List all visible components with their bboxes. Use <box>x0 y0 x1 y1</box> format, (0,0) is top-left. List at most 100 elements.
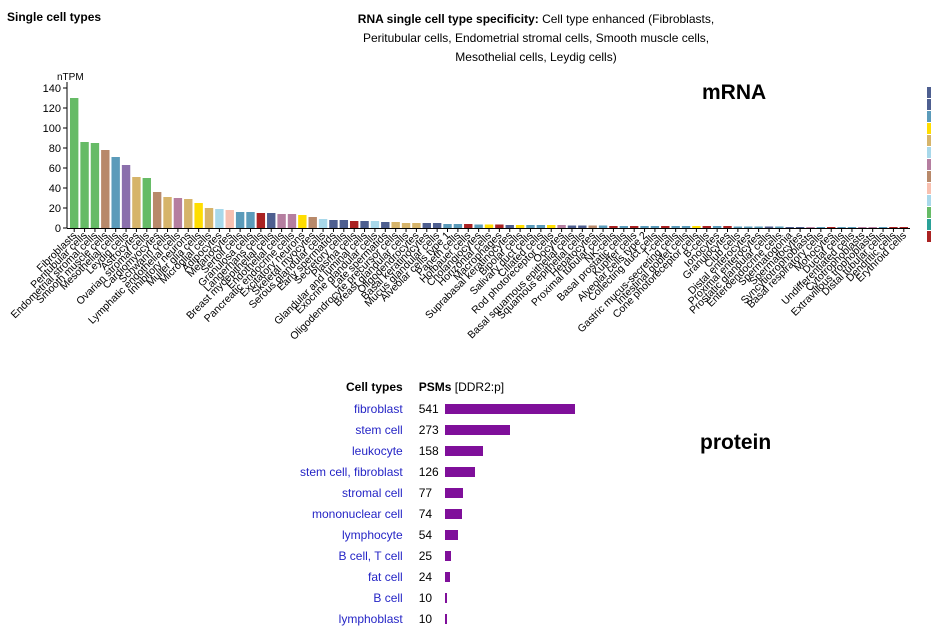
bar[interactable] <box>598 225 608 229</box>
bar[interactable] <box>246 212 255 228</box>
protein-cell-type-link[interactable]: mononuclear cell <box>311 506 403 521</box>
bar[interactable] <box>111 157 120 228</box>
bar[interactable] <box>381 222 390 228</box>
bar[interactable] <box>578 225 587 229</box>
bar[interactable] <box>858 227 867 228</box>
bar[interactable] <box>235 212 245 228</box>
bar[interactable] <box>847 227 857 228</box>
bar[interactable] <box>495 224 504 229</box>
bar[interactable] <box>308 217 317 228</box>
bar[interactable] <box>443 224 452 228</box>
protein-cell-type-link[interactable]: stem cell, fibroblast <box>300 464 403 479</box>
bar[interactable] <box>650 226 660 228</box>
bar[interactable] <box>142 178 151 228</box>
bar[interactable] <box>526 225 535 228</box>
bar[interactable] <box>661 226 670 228</box>
bar[interactable] <box>816 227 826 228</box>
bar[interactable] <box>215 209 224 228</box>
bar[interactable] <box>629 226 639 228</box>
bar[interactable] <box>474 224 483 229</box>
bar[interactable] <box>225 210 234 228</box>
bar[interactable] <box>567 225 577 229</box>
bar[interactable] <box>764 226 774 229</box>
bar[interactable] <box>70 98 79 228</box>
bar[interactable] <box>806 227 815 228</box>
bar[interactable] <box>609 226 618 228</box>
bar[interactable] <box>723 226 732 228</box>
bar[interactable] <box>277 214 286 228</box>
bar[interactable] <box>547 225 556 228</box>
bar[interactable] <box>339 220 349 228</box>
bar[interactable] <box>464 224 473 228</box>
protein-cell-type-link[interactable]: stem cell <box>355 422 403 437</box>
y-tick-label: 100 <box>43 123 61 135</box>
bar[interactable] <box>370 221 380 228</box>
bar[interactable] <box>184 199 193 228</box>
protein-cell-type-link[interactable]: B cell, T cell <box>338 548 403 563</box>
protein-cell-type-link[interactable]: lymphocyte <box>342 527 403 542</box>
bar[interactable] <box>173 198 183 228</box>
bar[interactable] <box>837 227 846 228</box>
protein-row: leukocyte 158 <box>300 440 585 461</box>
bar[interactable] <box>121 165 131 228</box>
bar[interactable] <box>536 225 546 228</box>
protein-bar <box>444 550 451 561</box>
bar[interactable] <box>619 226 629 228</box>
bar[interactable] <box>90 143 100 228</box>
protein-row: stem cell, fibroblast 126 <box>300 461 585 482</box>
bar[interactable] <box>101 150 110 228</box>
bar[interactable] <box>899 227 908 228</box>
protein-cell-type-link[interactable]: stromal cell <box>342 485 403 500</box>
bar[interactable] <box>267 213 276 228</box>
bar[interactable] <box>360 221 369 228</box>
bar[interactable] <box>754 226 763 229</box>
bar[interactable] <box>671 226 680 228</box>
bar[interactable] <box>287 214 297 228</box>
bar[interactable] <box>827 227 836 228</box>
bar[interactable] <box>132 177 141 228</box>
bar[interactable] <box>80 142 89 228</box>
bar[interactable] <box>194 203 203 228</box>
bar[interactable] <box>318 219 328 228</box>
bar[interactable] <box>204 208 214 228</box>
bar[interactable] <box>889 227 898 228</box>
protein-cell-type-link[interactable]: leukocyte <box>352 443 403 458</box>
bar[interactable] <box>484 224 494 229</box>
bar[interactable] <box>515 225 525 228</box>
bar[interactable] <box>505 225 514 228</box>
cell-types-header: Cell types <box>346 380 403 394</box>
bar[interactable] <box>744 226 753 229</box>
protein-cell-type-link[interactable]: B cell <box>373 590 403 605</box>
bar[interactable] <box>681 226 691 228</box>
bar[interactable] <box>298 215 307 228</box>
protein-bar <box>444 571 451 582</box>
protein-cell-type-link[interactable]: lymphoblast <box>338 611 403 626</box>
bar[interactable] <box>422 223 431 228</box>
protein-cell-type-link[interactable]: fibroblast <box>354 401 403 416</box>
bar[interactable] <box>163 197 172 228</box>
bar[interactable] <box>432 223 442 228</box>
bar[interactable] <box>733 226 743 229</box>
bar[interactable] <box>785 227 794 228</box>
bar[interactable] <box>453 224 463 228</box>
bar[interactable] <box>588 225 597 229</box>
bar[interactable] <box>557 225 566 228</box>
bar[interactable] <box>878 227 888 228</box>
bar[interactable] <box>391 222 400 228</box>
bar[interactable] <box>349 221 359 228</box>
bar[interactable] <box>775 226 784 229</box>
bar[interactable] <box>795 227 805 228</box>
bar[interactable] <box>702 226 711 228</box>
bar[interactable] <box>401 223 411 228</box>
bar[interactable] <box>712 226 722 228</box>
bar[interactable] <box>868 227 877 228</box>
bar[interactable] <box>692 226 701 228</box>
bar[interactable] <box>152 192 162 228</box>
protein-bar-cell <box>444 419 585 440</box>
protein-row: stem cell 273 <box>300 419 585 440</box>
bar[interactable] <box>640 226 649 228</box>
bar[interactable] <box>329 220 338 228</box>
bar[interactable] <box>412 223 421 228</box>
bar[interactable] <box>256 213 266 228</box>
protein-cell-type-link[interactable]: fat cell <box>368 569 403 584</box>
